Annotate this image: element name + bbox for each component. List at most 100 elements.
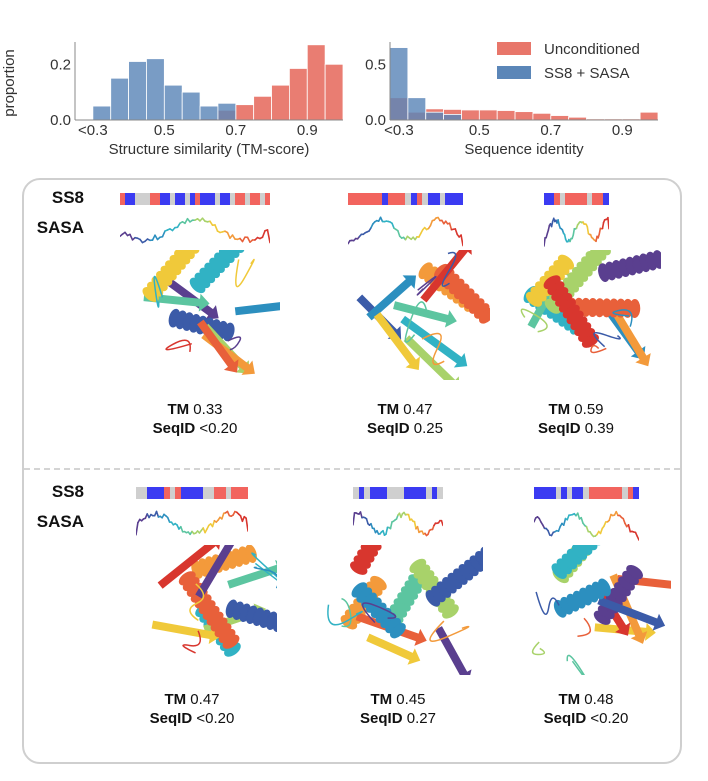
helix-turn bbox=[480, 546, 483, 564]
sasa-segment bbox=[585, 525, 589, 533]
sasa-segment bbox=[635, 535, 639, 541]
sasa-segment bbox=[547, 224, 550, 232]
sasa-segment bbox=[365, 518, 369, 525]
tm-score-line: TM 0.48 bbox=[506, 690, 666, 709]
ss8-segment bbox=[140, 193, 145, 205]
strand-arrow bbox=[420, 250, 472, 303]
bar-unconditioned bbox=[235, 104, 255, 121]
x-tick-label: 0.5 bbox=[154, 122, 175, 139]
strand-arrow bbox=[400, 315, 468, 368]
ss8-segment bbox=[382, 193, 388, 205]
sasa-segment bbox=[214, 224, 219, 232]
seqid-line: SeqID <0.20 bbox=[112, 709, 272, 728]
sasa-segment bbox=[389, 521, 393, 530]
ss8-segment bbox=[152, 487, 159, 499]
beta-strand bbox=[373, 312, 420, 370]
coil bbox=[441, 251, 457, 287]
example-caption: TM 0.47 SeqID 0.25 bbox=[325, 400, 485, 438]
sequence-identity-histogram: <0.3 0.5 0.7 0.9 0.0 0.5 Sequence identity bbox=[365, 42, 659, 158]
sasa-segment bbox=[385, 526, 389, 535]
ss8-track bbox=[120, 193, 270, 205]
beta-strand bbox=[420, 250, 472, 303]
tm-label: TM bbox=[548, 401, 571, 418]
tm-label: TM bbox=[370, 691, 393, 708]
helix bbox=[551, 545, 603, 580]
ss8-segment bbox=[381, 487, 387, 499]
ss8-segment bbox=[353, 487, 359, 499]
strand-arrow bbox=[366, 633, 421, 665]
ss8-segment bbox=[364, 193, 371, 205]
helix-turn bbox=[626, 565, 643, 580]
ss8-segment bbox=[561, 487, 567, 499]
beta-strand bbox=[393, 301, 457, 328]
protein-structure-image bbox=[142, 250, 280, 375]
seqid-label: SeqID bbox=[360, 710, 403, 727]
ss8-segment bbox=[405, 193, 411, 205]
seqid-label: SeqID bbox=[538, 420, 581, 437]
ss8-segment bbox=[205, 193, 210, 205]
seqid-value: 0.39 bbox=[580, 420, 614, 437]
sasa-segment bbox=[226, 231, 231, 239]
sasa-segment bbox=[586, 226, 589, 235]
ss8-segment bbox=[353, 193, 359, 205]
sasa-segment bbox=[266, 229, 270, 244]
sasa-segment bbox=[550, 220, 553, 228]
strand-arrow bbox=[373, 312, 420, 370]
legend-label-ss8-sasa: SS8 + SASA bbox=[544, 65, 629, 82]
ss8-segment bbox=[422, 193, 428, 205]
ss8-segment bbox=[170, 193, 175, 205]
x-tick-label: 0.9 bbox=[612, 122, 633, 139]
bar-unconditioned bbox=[514, 111, 534, 121]
helix bbox=[553, 578, 611, 618]
bar-ss8-sasa bbox=[128, 61, 147, 121]
x-axis-label: Structure similarity (TM-score) bbox=[109, 141, 310, 158]
ss8-segment bbox=[437, 487, 443, 499]
sasa-profile bbox=[347, 216, 463, 247]
ss8-segment bbox=[610, 487, 617, 499]
ss8-segment bbox=[235, 193, 240, 205]
bar-unconditioned bbox=[639, 111, 659, 121]
beta-strand bbox=[234, 296, 280, 316]
ss8-segment bbox=[605, 487, 611, 499]
example-caption: TM 0.33 SeqID <0.20 bbox=[115, 400, 275, 438]
ss8-segment bbox=[403, 487, 410, 499]
bar-unconditioned bbox=[271, 84, 290, 121]
legend-swatch-unconditioned bbox=[497, 42, 531, 55]
sasa-segment bbox=[601, 221, 604, 230]
ss8-track bbox=[347, 193, 463, 205]
legend-label-unconditioned: Unconditioned bbox=[544, 41, 640, 58]
ss8-segment bbox=[141, 487, 148, 499]
tm-value: 0.47 bbox=[399, 401, 433, 418]
sasa-profile bbox=[353, 511, 443, 537]
ss8-segment bbox=[180, 193, 185, 205]
bar-ss8-sasa bbox=[163, 84, 183, 121]
ss8-segment bbox=[572, 487, 578, 499]
coil bbox=[182, 630, 201, 654]
helix-turn bbox=[183, 250, 200, 254]
tm-label: TM bbox=[377, 401, 400, 418]
ss8-segment bbox=[190, 193, 195, 205]
ss8-segment bbox=[583, 487, 589, 499]
ss8-segment bbox=[399, 193, 405, 205]
ss8-segment bbox=[456, 193, 463, 205]
examples-panel bbox=[22, 178, 682, 764]
seqid-line: SeqID <0.20 bbox=[115, 419, 275, 438]
beta-strand bbox=[597, 596, 666, 631]
helix-turn bbox=[223, 250, 240, 258]
ss8-segment bbox=[214, 487, 220, 499]
ss8-segment bbox=[416, 193, 423, 205]
helix bbox=[351, 582, 406, 639]
coil bbox=[590, 344, 607, 354]
beta-strand bbox=[403, 335, 460, 380]
tm-value: 0.45 bbox=[392, 691, 426, 708]
bar-ss8-sasa bbox=[146, 58, 165, 121]
helix-turn bbox=[364, 545, 382, 551]
ss8-segment bbox=[136, 487, 142, 499]
coil bbox=[253, 566, 277, 589]
helix-turn bbox=[576, 545, 593, 555]
strand-arrow bbox=[366, 275, 417, 321]
ss8-track bbox=[543, 193, 609, 205]
sasa-segment bbox=[246, 236, 251, 243]
helix-turn bbox=[272, 613, 277, 632]
ss8-segment bbox=[370, 193, 377, 205]
